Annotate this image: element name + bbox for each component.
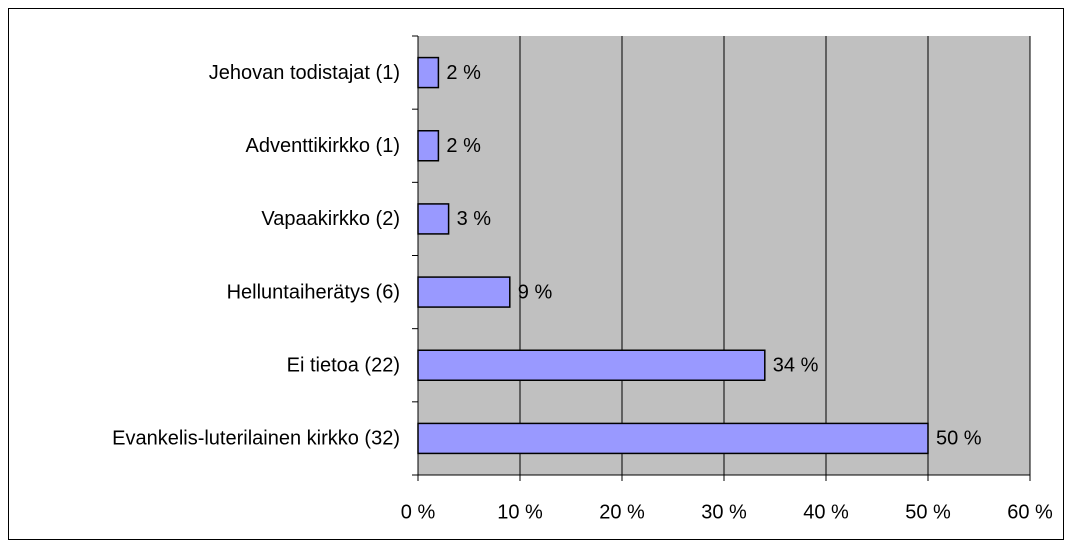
bar — [417, 276, 511, 308]
y-tick-label: Vapaakirkko (2) — [261, 208, 400, 230]
x-tick-label: 30 % — [701, 501, 747, 523]
x-tick-label: 0 % — [401, 501, 436, 523]
data-label: 2 % — [446, 135, 481, 157]
x-tick-label: 40 % — [803, 501, 849, 523]
y-tick-label: Ei tietoa (22) — [287, 355, 400, 377]
bar — [417, 349, 766, 381]
x-tick-label: 20 % — [599, 501, 645, 523]
bar — [417, 422, 929, 455]
y-tick-label: Helluntaiherätys (6) — [227, 281, 400, 303]
y-tick-label: Evankelis-luterilainen kirkko (32) — [112, 428, 400, 450]
bar — [417, 130, 440, 162]
bar — [417, 203, 450, 235]
x-tick-label: 60 % — [1007, 501, 1053, 523]
data-label: 50 % — [936, 428, 982, 450]
bar — [417, 56, 440, 89]
data-label: 2 % — [446, 62, 481, 84]
x-tick-label: 10 % — [497, 501, 543, 523]
data-label: 9 % — [518, 281, 553, 303]
data-label: 3 % — [457, 208, 492, 230]
y-tick-label: Jehovan todistajat (1) — [209, 62, 400, 84]
data-label: 34 % — [773, 355, 819, 377]
x-tick-label: 50 % — [905, 501, 951, 523]
y-tick-label: Adventtikirkko (1) — [246, 135, 401, 157]
